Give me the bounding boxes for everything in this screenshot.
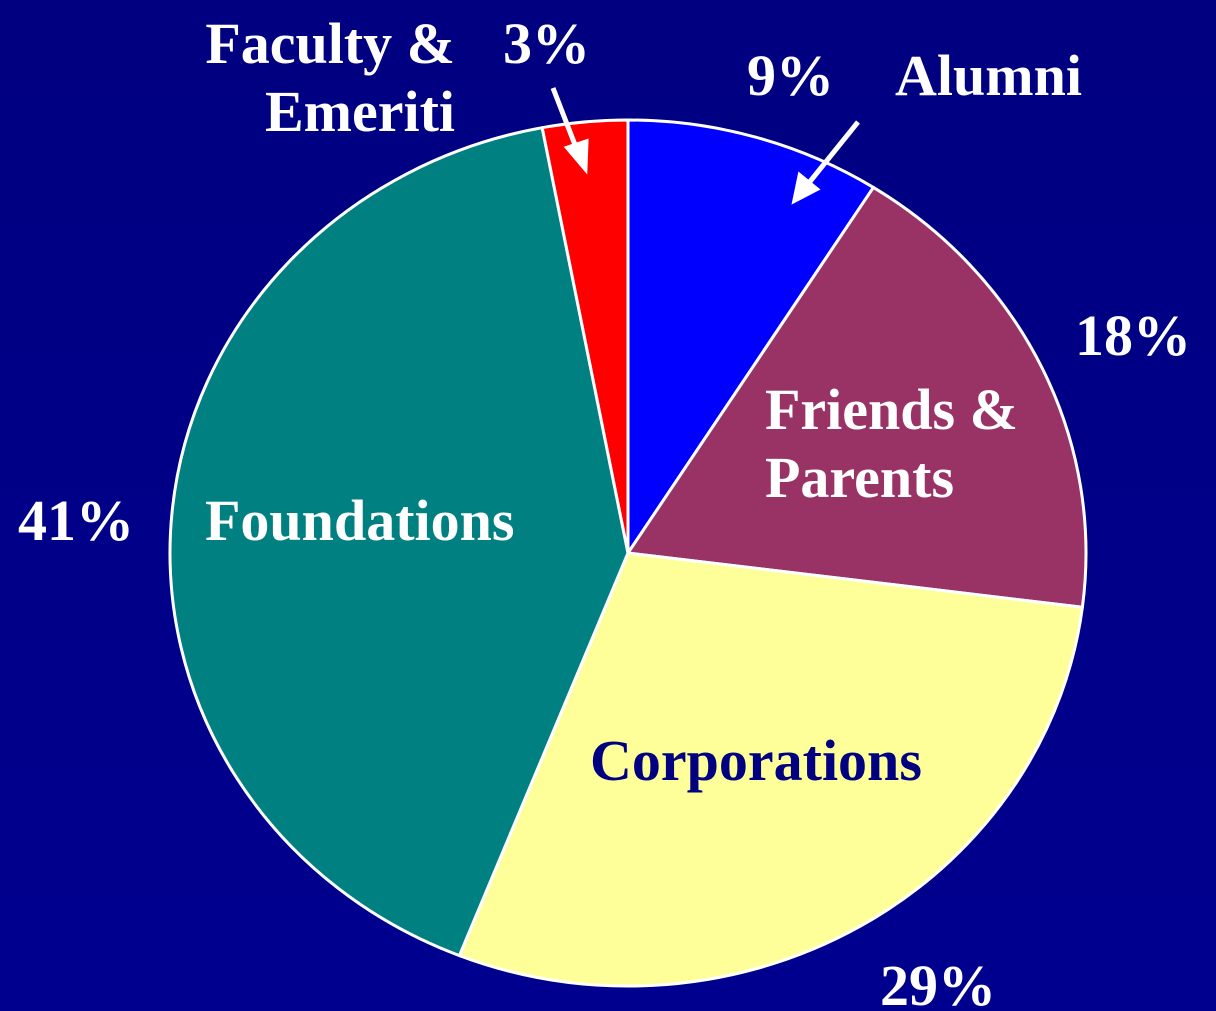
pie (168, 118, 1088, 988)
value-label: 18% (1075, 303, 1191, 368)
value-label: 29% (880, 953, 996, 1011)
arrow (550, 87, 580, 151)
category-label: Faculty & Emeriti (205, 11, 455, 144)
pie-slice (457, 551, 1084, 988)
pie-slice (540, 118, 630, 555)
pie-slice (626, 185, 1088, 609)
category-label: Alumni (895, 43, 1082, 108)
arrowhead (791, 171, 821, 205)
pie-slice (626, 118, 875, 555)
category-label: Corporations (590, 728, 922, 793)
value-label: 41% (18, 488, 134, 553)
pie-slice (168, 126, 630, 958)
category-label: Friends & Parents (765, 377, 1018, 510)
arrows (550, 87, 860, 205)
arrow (806, 120, 860, 186)
arrowhead (563, 138, 589, 175)
value-label: 3% (503, 11, 590, 76)
value-label: 9% (747, 43, 834, 108)
category-label: Foundations (205, 488, 515, 553)
